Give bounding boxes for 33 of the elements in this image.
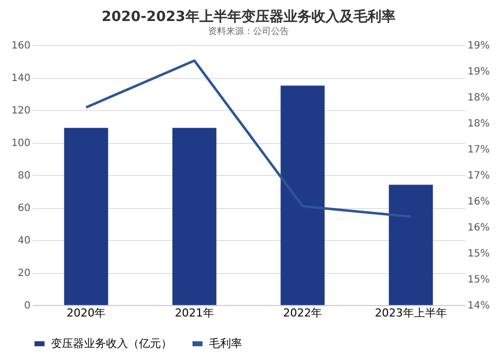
y2-tick-label: 19% [468,40,490,52]
legend-label: 变压器业务收入（亿元） [51,336,172,350]
y2-tick-label: 14% [468,300,490,312]
x-tick-label: 2020年 [66,306,106,320]
bar [64,128,108,305]
y2-tick-label: 19% [468,66,490,78]
x-tick-label: 2022年 [283,306,322,320]
y2-tick-label: 15% [468,274,490,286]
y-tick-label: 40 [18,236,30,246]
x-tick-label: 2021年 [174,306,214,320]
line-series [84,59,412,218]
bar [388,184,433,305]
bar [172,128,216,305]
y-tick-label: 60 [18,203,30,214]
x-tick-label: 2023年上半年 [374,306,447,320]
chart-title: 2020-2023年上半年变压器业务收入及毛利率 [102,8,396,25]
y2-tick-label: 18% [468,92,490,104]
y2-tick-label: 15% [468,248,490,260]
y-tick-label: 100 [11,138,30,149]
y-tick-label: 140 [11,73,30,84]
y-tick-label: 80 [18,170,30,182]
y-tick-label: 120 [11,106,30,116]
y2-tick-label: 17% [468,170,490,182]
bar [280,86,325,305]
y-tick-label: 0 [24,300,30,312]
y2-tick-label: 16% [468,222,490,234]
text: 资料来源：公司公告 [208,26,289,37]
y-tick-label: 160 [11,40,30,52]
legend-label: 毛利率 [209,336,242,350]
y2-tick-label: 18% [468,118,490,130]
y-tick-label: 20 [18,268,30,279]
y2-tick-label: 17% [468,144,490,156]
y2-tick-label: 16% [468,196,490,208]
